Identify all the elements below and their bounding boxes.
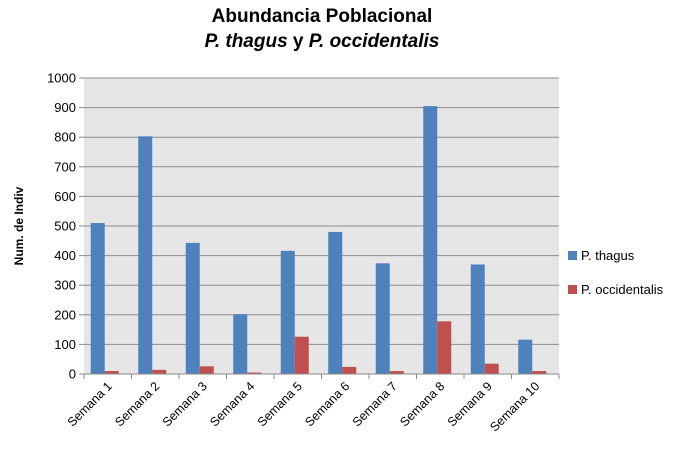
bar-p-thagus <box>470 264 485 374</box>
bar-p-thagus <box>90 223 105 374</box>
x-tick-label: Semana 2 <box>112 379 162 429</box>
x-tick-label: Semana 10 <box>487 379 542 434</box>
y-tick-label: 400 <box>54 248 76 263</box>
y-tick-label: 0 <box>69 367 76 382</box>
y-tick-label: 300 <box>54 278 76 293</box>
y-tick-label: 800 <box>54 130 76 145</box>
bar-p-occidentalis <box>247 372 262 374</box>
bar-p-occidentalis <box>152 369 167 374</box>
x-tick-label: Semana 7 <box>350 379 400 429</box>
legend: P. thagus P. occidentalis <box>568 248 664 297</box>
y-tick-label: 900 <box>54 100 76 115</box>
y-tick-label: 700 <box>54 159 76 174</box>
x-tick-label: Semana 8 <box>397 379 447 429</box>
x-tick-label: Semana 9 <box>445 379 495 429</box>
bar-p-thagus <box>423 106 438 375</box>
legend-label: P. occidentalis <box>581 282 664 297</box>
legend-label: P. thagus <box>581 248 635 263</box>
y-tick-label: 1000 <box>47 71 76 86</box>
y-axis-label: Num. de Indiv <box>12 186 26 265</box>
x-tick-label: Semana 5 <box>255 379 305 429</box>
subtitle-connector: y <box>288 31 309 52</box>
x-tick-label: Semana 4 <box>207 379 257 429</box>
y-tick-label: 500 <box>54 219 76 234</box>
bar-p-thagus <box>138 136 153 374</box>
bar-p-occidentalis <box>532 371 547 374</box>
legend-swatch <box>568 251 577 260</box>
y-ticks: 0 100 200 300 400 500 600 700 800 900 1000 <box>47 71 76 382</box>
x-tick-label: Semana 6 <box>302 379 352 429</box>
bar-p-thagus <box>280 250 295 374</box>
bar-p-occidentalis <box>437 321 452 374</box>
subtitle-species-1: P. thagus <box>205 31 288 52</box>
bar-p-occidentalis <box>389 371 404 374</box>
bar-p-occidentalis <box>199 366 214 374</box>
x-tick-label: Semana 3 <box>160 379 210 429</box>
bar-p-thagus <box>185 242 200 374</box>
y-tick-label: 600 <box>54 189 76 204</box>
bar-p-occidentalis <box>342 366 357 374</box>
y-tick-label: 200 <box>54 307 76 322</box>
y-tick-label: 100 <box>54 337 76 352</box>
bar-p-occidentalis <box>484 363 499 374</box>
bar-p-thagus <box>233 314 248 374</box>
bar-p-occidentalis <box>294 336 309 374</box>
x-tick-label: Semana 1 <box>65 379 115 429</box>
bar-p-thagus <box>375 263 390 374</box>
bar-p-thagus <box>518 339 533 374</box>
gridlines <box>79 77 559 375</box>
bars <box>90 106 547 375</box>
bar-p-thagus <box>328 231 343 374</box>
legend-swatch <box>568 285 577 294</box>
chart-subtitle: P. thagus y P. occidentalis <box>205 31 440 52</box>
chart-title: Abundancia Poblacional <box>212 6 433 27</box>
bar-p-occidentalis <box>104 371 119 374</box>
subtitle-species-2: P. occidentalis <box>309 31 440 52</box>
